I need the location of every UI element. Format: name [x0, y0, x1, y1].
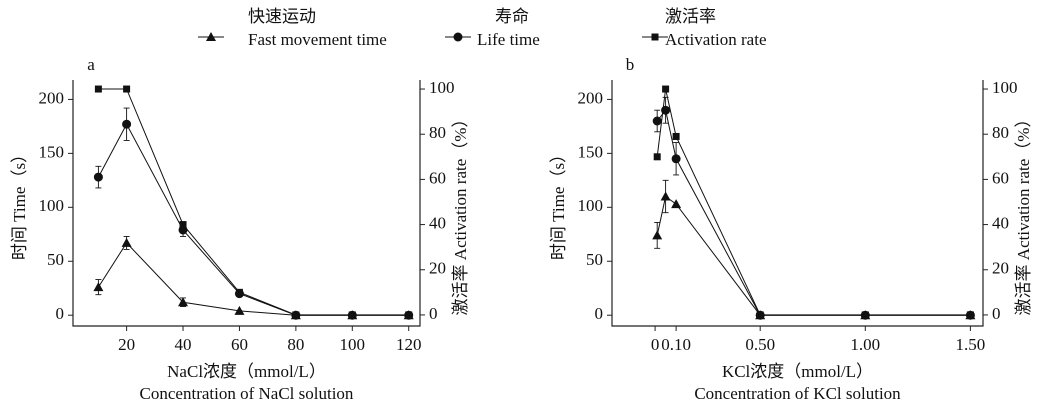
series-line — [656, 195, 971, 316]
y2-tick-label: 100 — [992, 78, 1018, 97]
series-line — [98, 88, 409, 316]
y2-tick-label: 0 — [992, 304, 1001, 323]
x-tick-label: 0.10 — [661, 335, 691, 354]
triangle-marker — [121, 237, 132, 247]
legend-label: 快速运动 — [248, 7, 316, 26]
y-tick-label: 200 — [39, 88, 65, 107]
y2-tick-label: 80 — [992, 123, 1009, 142]
square-marker — [756, 311, 764, 319]
series-line — [97, 123, 409, 316]
x-tick-label: 80 — [287, 335, 304, 354]
series-line — [97, 242, 409, 316]
x-tick-label: 40 — [175, 335, 192, 354]
y-tick-label: 0 — [56, 304, 65, 323]
series-line — [656, 88, 971, 316]
y-tick-label: 100 — [39, 196, 65, 215]
square-marker — [653, 153, 661, 161]
x-tick-label: 60 — [231, 335, 248, 354]
square-marker — [662, 85, 670, 93]
panel-label: a — [87, 55, 95, 74]
legend-label: 激活率 — [665, 7, 716, 26]
square-marker — [94, 85, 102, 93]
y-tick-label: 200 — [578, 88, 604, 107]
axis-line — [611, 80, 984, 327]
axis-line — [72, 80, 421, 327]
series-line — [656, 109, 971, 316]
y2-tick-label: 80 — [429, 123, 446, 142]
y2-tick-label: 40 — [992, 213, 1009, 232]
triangle-marker — [206, 32, 216, 41]
circle-marker — [453, 32, 463, 42]
circle-marker — [652, 116, 662, 126]
y2-tick-label: 20 — [429, 259, 446, 278]
square-marker — [966, 311, 974, 319]
x-tick-label: 120 — [396, 335, 422, 354]
legend-label: 寿命 — [495, 7, 529, 26]
y2-tick-label: 0 — [429, 304, 438, 323]
square-marker — [123, 85, 131, 93]
y2-axis-title: 激活率 Activation rate（%） — [1014, 111, 1033, 316]
y-tick-label: 50 — [47, 250, 64, 269]
y2-axis-title: 激活率 Activation rate（%） — [451, 111, 470, 316]
triangle-marker — [93, 282, 104, 292]
y-axis-title: 时间 Time（s） — [549, 146, 568, 260]
circle-marker — [122, 119, 132, 129]
x-axis-title: NaCl浓度（mmol/L） — [167, 362, 326, 381]
x-axis-title: KCl浓度（mmol/L） — [722, 362, 873, 381]
square-marker — [235, 288, 243, 296]
y-tick-label: 50 — [586, 250, 603, 269]
y2-tick-label: 60 — [992, 168, 1009, 187]
y-tick-label: 0 — [595, 304, 604, 323]
x-axis-title-en: Concentration of KCl solution — [694, 384, 901, 403]
y-tick-label: 100 — [578, 196, 604, 215]
triangle-marker — [652, 230, 663, 240]
y2-tick-label: 40 — [429, 213, 446, 232]
y-tick-label: 150 — [578, 142, 604, 161]
triangle-marker — [671, 199, 682, 209]
circle-marker — [93, 172, 103, 182]
x-tick-label: 100 — [340, 335, 366, 354]
y2-tick-label: 100 — [429, 78, 455, 97]
square-marker — [861, 311, 869, 319]
square-marker — [672, 132, 680, 140]
x-tick-label: 1.50 — [956, 335, 986, 354]
y-tick-label: 150 — [39, 142, 65, 161]
legend-label: Activation rate — [665, 30, 767, 49]
x-tick-label: 1.00 — [850, 335, 880, 354]
square-marker — [292, 311, 300, 319]
x-tick-label: 0 — [651, 335, 660, 354]
legend-label: Fast movement time — [248, 30, 387, 49]
triangle-marker — [178, 297, 189, 307]
square-marker — [405, 311, 413, 319]
triangle-marker — [234, 305, 245, 315]
square-marker — [348, 311, 356, 319]
panel-label: b — [626, 55, 635, 74]
x-axis-title-en: Concentration of NaCl solution — [140, 384, 354, 403]
x-tick-label: 0.50 — [745, 335, 775, 354]
triangle-marker — [660, 191, 671, 201]
x-tick-label: 20 — [118, 335, 135, 354]
y-axis-title: 时间 Time（s） — [10, 146, 29, 260]
circle-marker — [671, 154, 681, 164]
y2-tick-label: 60 — [429, 168, 446, 187]
y2-tick-label: 20 — [992, 259, 1009, 278]
legend-label: Life time — [477, 30, 540, 49]
square-marker — [179, 221, 187, 229]
square-marker — [651, 33, 659, 41]
